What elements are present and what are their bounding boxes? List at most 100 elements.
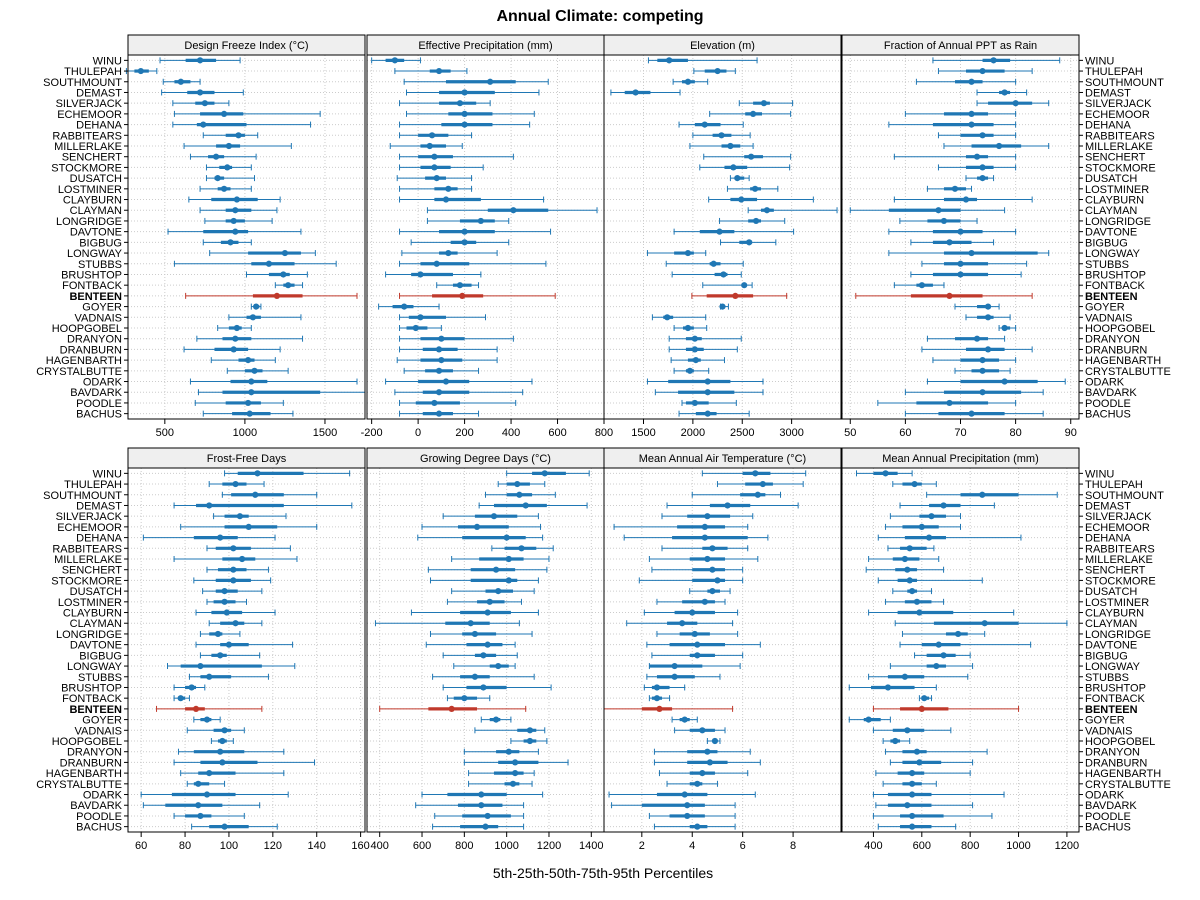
median-point: [681, 716, 688, 723]
site-mark-benteen: [855, 292, 1033, 299]
site-label: BACHUS: [76, 822, 122, 834]
site-label: SILVERJACK: [1085, 511, 1152, 523]
site-mark-senchert: [399, 153, 514, 160]
site-mark-brushtop: [246, 271, 308, 278]
site-mark-clayman: [208, 620, 263, 627]
site-mark-stubbs: [173, 260, 337, 267]
x-tick-label: 160: [351, 840, 369, 852]
site-mark-bigbug: [720, 239, 777, 246]
x-tick-label: 3000: [779, 427, 803, 439]
site-mark-fontback: [446, 695, 491, 702]
site-mark-millerlake: [689, 142, 754, 150]
median-point: [935, 207, 942, 214]
site-mark-silverjack: [976, 100, 1050, 107]
median-point: [984, 346, 992, 353]
panel-border: [127, 467, 366, 833]
site-mark-echemoor: [406, 110, 535, 117]
median-point: [979, 357, 986, 364]
median-point: [273, 292, 281, 299]
site-label: DUSATCH: [70, 173, 122, 185]
site-mark-dranyon: [399, 335, 514, 342]
site-mark-stubbs: [921, 260, 1028, 267]
site-label: MILLERLAKE: [1085, 141, 1153, 153]
median-point: [913, 598, 921, 605]
site-mark-longridge: [429, 630, 533, 638]
site-mark-hoopgobel: [510, 737, 548, 745]
site-mark-winu: [701, 470, 807, 477]
site-mark-winu: [856, 470, 913, 477]
median-point: [495, 588, 502, 595]
median-point: [461, 239, 468, 246]
site-mark-lostminer: [656, 598, 726, 605]
median-point: [653, 684, 661, 691]
site-mark-bavdark: [875, 802, 974, 809]
site-mark-thulepah: [892, 480, 937, 488]
median-point: [490, 513, 498, 520]
site-label: HAGENBARTH: [1085, 355, 1161, 367]
median-point: [456, 282, 464, 289]
median-point: [904, 802, 911, 809]
site-mark-hagenbarth: [932, 357, 1017, 364]
median-point: [704, 555, 711, 563]
site-mark-southmount: [403, 78, 549, 85]
site-mark-dranburn: [668, 346, 738, 353]
site-mark-bigbug: [651, 652, 744, 659]
x-tick-label: 80: [179, 840, 191, 852]
site-label: ODARK: [1085, 377, 1125, 389]
site-mark-davtone: [899, 641, 1032, 648]
site-mark-poodle: [681, 399, 737, 407]
site-mark-vadnais: [965, 314, 1011, 321]
median-point: [741, 282, 748, 289]
site-mark-dusatch: [892, 588, 932, 595]
median-point: [940, 652, 947, 659]
median-point: [738, 196, 745, 203]
site-mark-goyer: [719, 303, 729, 310]
site-mark-thulepah: [716, 480, 804, 488]
panel-8: Mean Annual Precipitation (mm) 400 600 800 1…: [841, 447, 1171, 852]
site-label: STOCKMORE: [51, 162, 122, 174]
median-point: [918, 523, 925, 530]
site-label: DRANYON: [67, 334, 122, 346]
site-label: CLAYBURN: [1085, 608, 1144, 620]
site-mark-bachus: [678, 410, 750, 417]
median-point: [957, 271, 964, 278]
site-mark-davtone: [399, 228, 552, 235]
plot-area: Design Freeze Index (°C)500 1000 1500WINUT…: [36, 34, 1171, 852]
x-tick-label: 60: [899, 427, 911, 439]
site-mark-hoopgobel: [998, 324, 1017, 332]
site-mark-davtone: [646, 641, 761, 648]
site-label: CLAYMAN: [1085, 618, 1137, 630]
site-mark-stubbs: [868, 673, 969, 680]
site-mark-echemoor: [904, 110, 1017, 117]
site-label: DRANYON: [1085, 334, 1140, 346]
median-point: [206, 770, 213, 777]
panel-border: [366, 467, 605, 833]
x-tick-label: 1200: [1055, 840, 1079, 852]
median-point: [512, 759, 519, 766]
median-point: [909, 770, 916, 777]
median-point: [701, 534, 708, 541]
site-label: DEHANA: [76, 533, 123, 545]
site-label: DEHANA: [1085, 533, 1132, 545]
site-label: GOYER: [82, 715, 122, 727]
site-mark-thulepah: [125, 67, 158, 75]
site-label: THULEPAH: [64, 479, 122, 491]
x-tick-label: 400: [864, 840, 882, 852]
median-point: [748, 153, 755, 160]
median-point: [514, 480, 521, 488]
median-point: [522, 502, 529, 509]
median-point: [431, 153, 438, 160]
site-label: FONTBACK: [62, 693, 123, 705]
site-mark-fontback: [274, 282, 304, 289]
median-point: [230, 346, 237, 353]
site-label: THULEPAH: [1085, 66, 1143, 78]
site-mark-dranburn: [173, 759, 316, 766]
site-label: BIGBUG: [79, 237, 122, 249]
median-point: [492, 716, 500, 723]
site-mark-dusatch: [396, 175, 473, 182]
median-point: [946, 292, 953, 299]
site-label: DAVTONE: [70, 227, 122, 239]
site-mark-goyer: [378, 303, 440, 310]
x-tick-label: 1000: [1006, 840, 1030, 852]
median-point: [940, 217, 948, 225]
